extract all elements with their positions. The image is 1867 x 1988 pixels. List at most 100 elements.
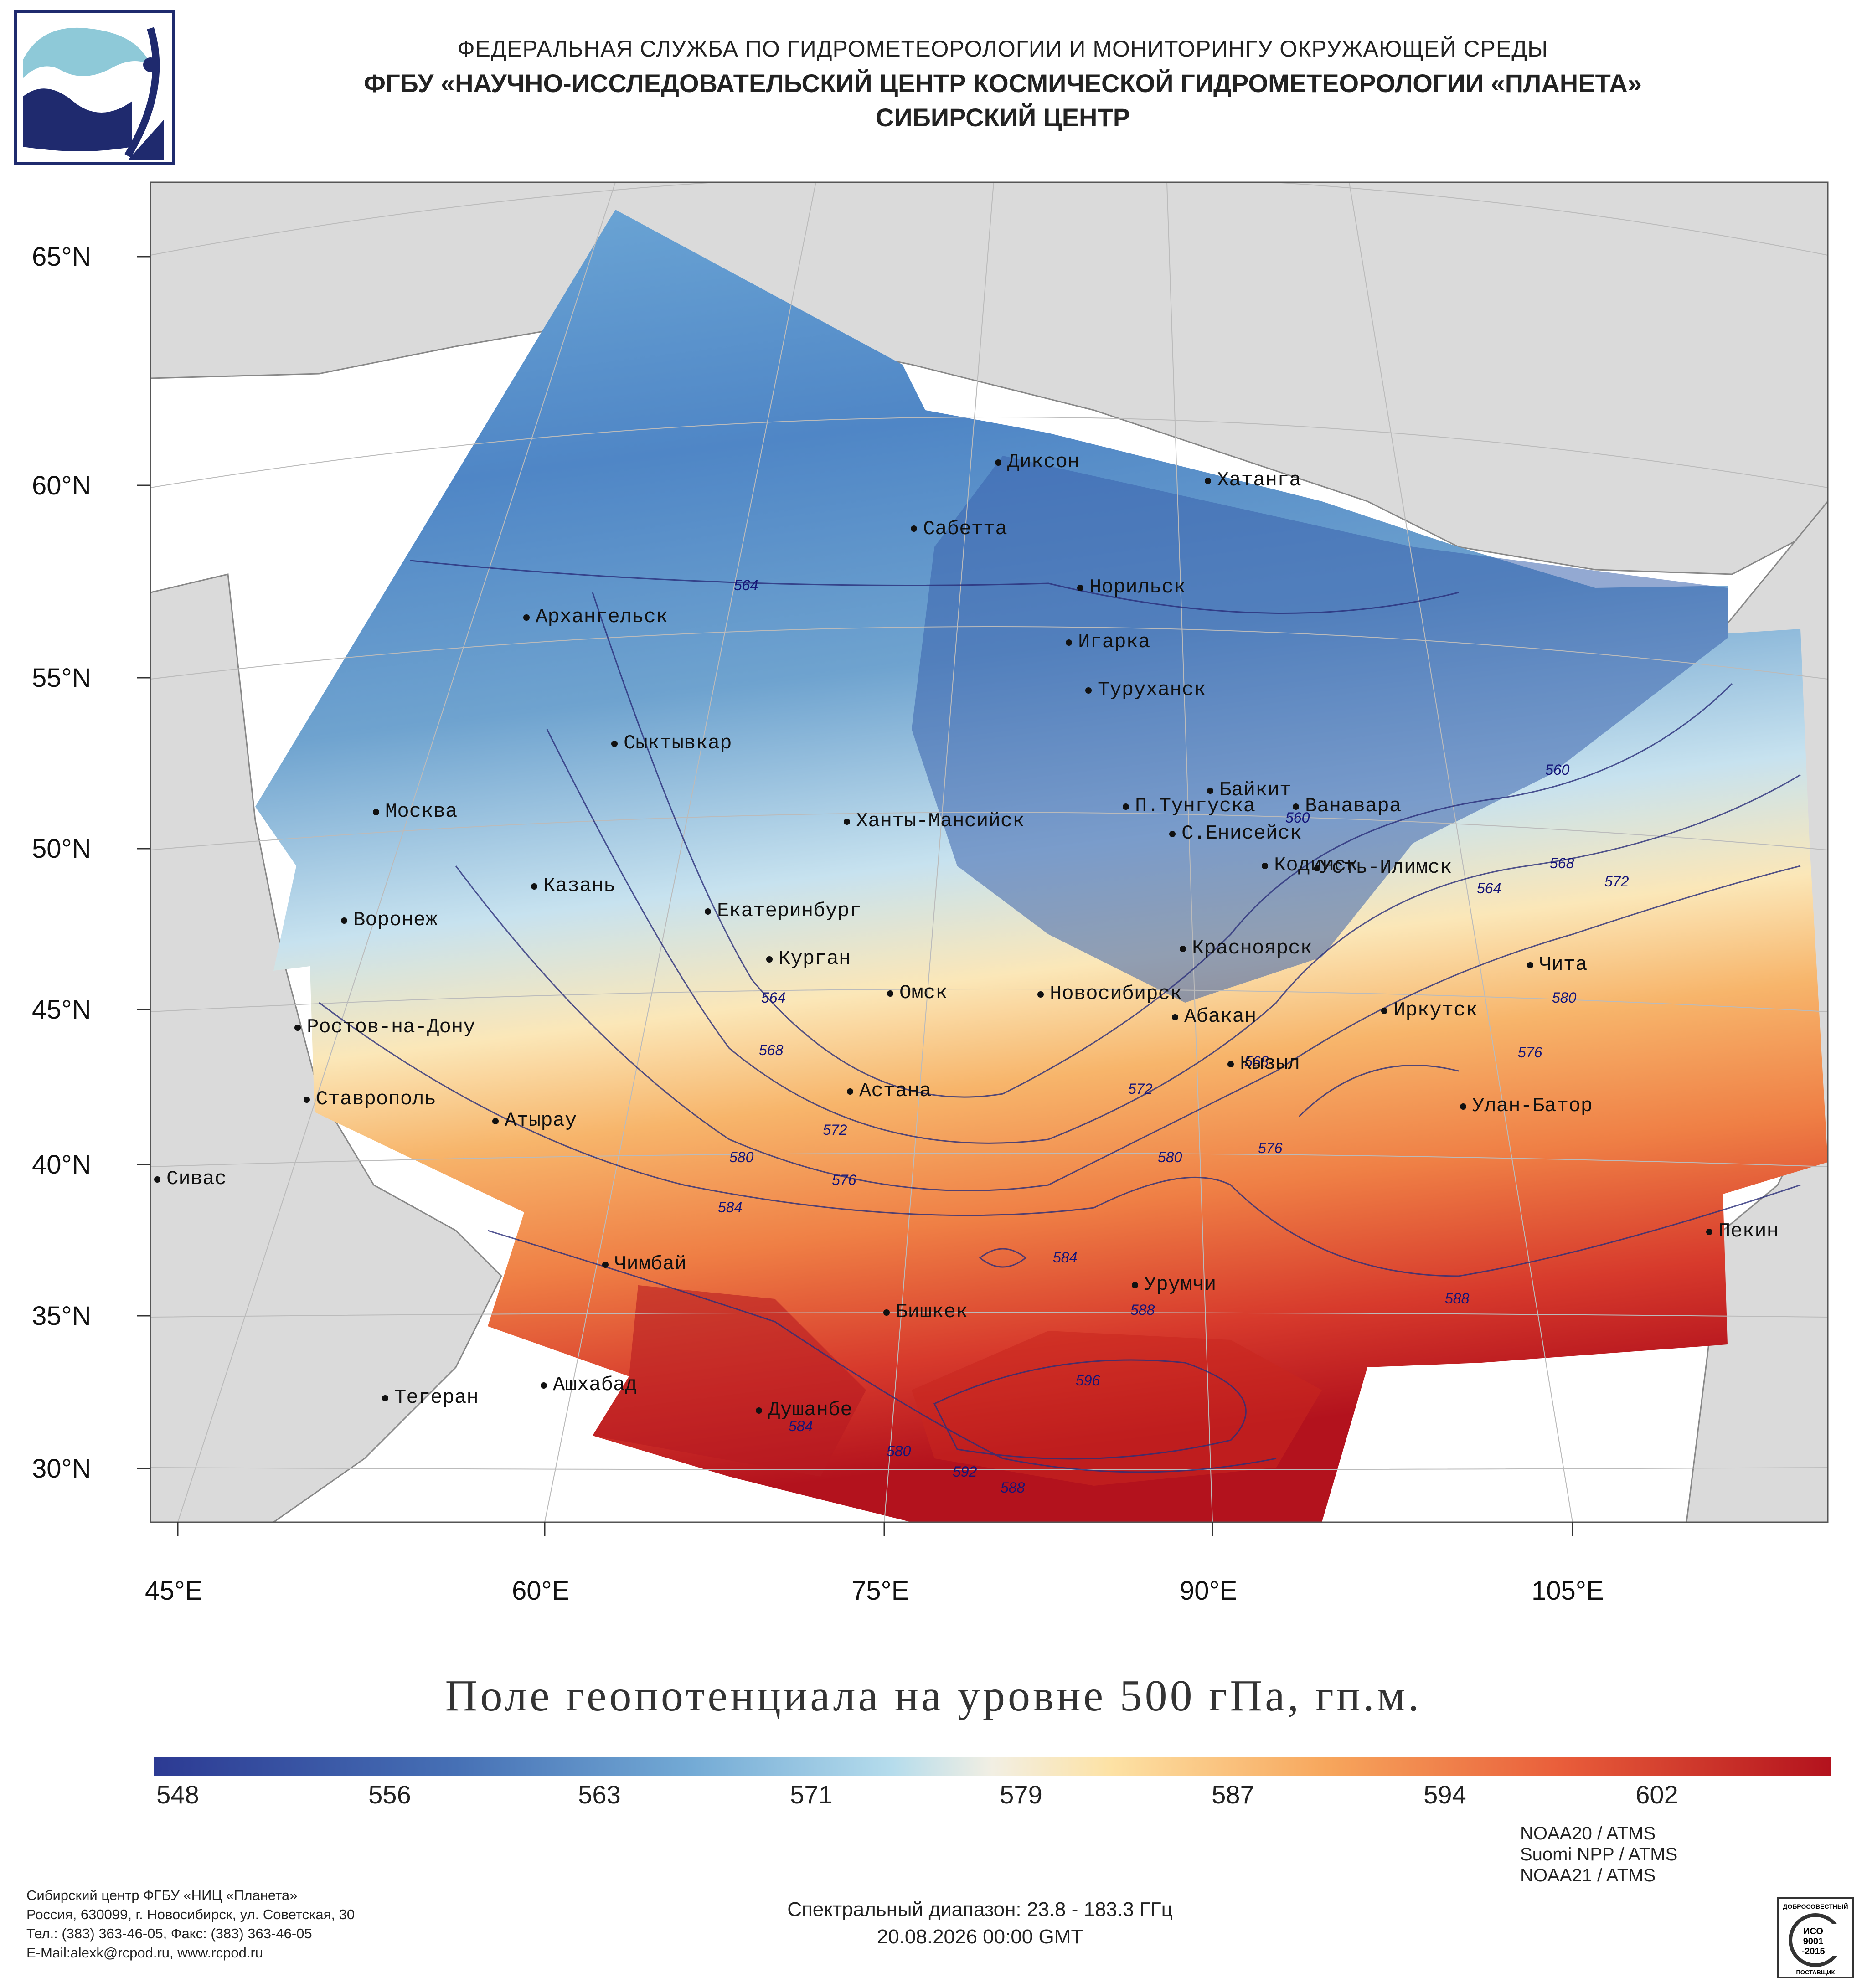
lat-label: 40°N — [32, 1150, 91, 1179]
city-label: Екатеринбург — [717, 900, 861, 922]
contour-label: 584 — [789, 1418, 813, 1434]
contours — [319, 560, 1801, 1473]
city-marker: Сабетта — [911, 518, 1007, 541]
observation-datetime: 20.08.2026 00:00 GMT — [877, 1926, 1083, 1948]
city-label: Сивас — [166, 1168, 227, 1190]
city-marker: Хатанга — [1205, 469, 1301, 492]
lat-label: 50°N — [32, 834, 91, 864]
contour-label: 564 — [761, 989, 785, 1006]
city-label: Чимбай — [614, 1253, 686, 1276]
city-label: Сыктывкар — [624, 732, 732, 755]
lon-label: 75°E — [851, 1576, 909, 1606]
contour-label: 560 — [1285, 809, 1310, 826]
colorbar-tick: 563 — [578, 1780, 621, 1809]
contour-label: 580 — [1552, 989, 1577, 1006]
cities: Диксон Хатанга Сабетта Норильск Архангел… — [154, 451, 1779, 1421]
city-label: Норильск — [1089, 576, 1186, 599]
header-institute: ФГБУ «НАУЧНО-ИССЛЕДОВАТЕЛЬСКИЙ ЦЕНТР КОС… — [364, 69, 1642, 98]
city-marker: Абакан — [1172, 1005, 1256, 1028]
city-label: Кызыл — [1240, 1052, 1300, 1075]
contour-label: 576 — [1518, 1044, 1542, 1061]
city-marker: Игарка — [1066, 631, 1150, 654]
address-line: Тел.: (383) 363-46-05, Факс: (383) 363-4… — [26, 1926, 312, 1942]
city-marker: Туруханск — [1085, 679, 1206, 701]
spectral-range: Спектральный диапазон: 23.8 - 183.3 ГГц — [787, 1898, 1173, 1921]
city-marker: Архангельск — [523, 606, 668, 628]
city-marker: Курган — [766, 948, 851, 970]
city-label: Иркутск — [1393, 999, 1478, 1022]
lat-axis: 65°N 60°N 55°N 50°N 45°N 40°N 35°N 30°N — [32, 242, 150, 1483]
city-marker: Усть-Илимск — [1314, 856, 1452, 879]
lat-label: 30°N — [32, 1454, 91, 1483]
city-label: Москва — [385, 800, 457, 823]
city-marker: Ванавара — [1293, 795, 1401, 818]
city-label: Новосибирск — [1050, 983, 1182, 1005]
lat-label: 45°N — [32, 995, 91, 1025]
contour-label: 584 — [1053, 1249, 1077, 1266]
contact-address: Сибирский центр ФГБУ «НИЦ «Планета» Росс… — [26, 1886, 355, 1962]
lon-label: 45°E — [145, 1576, 202, 1606]
city-label: Усть-Илимск — [1320, 856, 1452, 879]
city-label: Хатанга — [1217, 469, 1301, 492]
city-marker: С.Енисейск — [1169, 822, 1302, 845]
product-info: Спектральный диапазон: 23.8 - 183.3 ГГц … — [684, 1896, 1276, 1951]
map-title: Поле геопотенциала на уровне 500 гПа, гп… — [445, 1671, 1422, 1720]
city-marker: Воронеж — [341, 909, 438, 932]
city-label: Атырау — [505, 1109, 577, 1132]
satellite-list: NOAA20 / ATMS Suomi NPP / ATMS NOAA21 / … — [1520, 1823, 1677, 1886]
city-marker: П.Тунгуска — [1123, 795, 1255, 818]
city-label: Диксон — [1007, 451, 1079, 474]
city-label: П.Тунгуска — [1135, 795, 1255, 818]
city-marker: Улан-Батор — [1460, 1095, 1593, 1118]
city-marker: Бишкек — [883, 1301, 968, 1324]
contour-label: 568 — [1550, 855, 1574, 871]
iso-number: 9001 — [1803, 1936, 1824, 1947]
city-label: Казань — [543, 875, 615, 897]
contour-label: 564 — [1477, 880, 1501, 896]
contour-label: 584 — [718, 1199, 742, 1215]
address-line: Россия, 630099, г. Новосибирск, ул. Сове… — [26, 1906, 355, 1922]
contour-label: 560 — [1545, 762, 1570, 778]
contour-label: 572 — [1128, 1081, 1153, 1097]
contour-label: 588 — [1130, 1302, 1155, 1318]
city-label: Ханты-Мансийск — [856, 810, 1025, 833]
city-label: Урумчи — [1144, 1273, 1216, 1296]
city-label: Туруханск — [1098, 679, 1206, 701]
city-marker: Омск — [887, 982, 948, 1004]
lon-axis: 45°E 60°E 75°E 90°E 105°E — [145, 1522, 1604, 1606]
city-label: Ванавара — [1305, 795, 1401, 818]
city-label: Красноярск — [1192, 937, 1312, 960]
contour-label: 568 — [759, 1042, 784, 1058]
city-marker: Новосибирск — [1037, 983, 1182, 1005]
city-marker: Байкит — [1207, 779, 1291, 802]
header-agency: ФЕДЕРАЛЬНАЯ СЛУЖБА ПО ГИДРОМЕТЕОРОЛОГИИ … — [457, 36, 1548, 62]
iso-mark: ИСО — [1803, 1926, 1823, 1936]
city-marker: Казань — [531, 875, 615, 897]
address-line: Сибирский центр ФГБУ «НИЦ «Планета» — [26, 1887, 298, 1903]
lat-label: 65°N — [32, 242, 91, 272]
city-label: Душанбе — [768, 1399, 852, 1421]
iso-bottom-label: ПОСТАВЩИК — [1796, 1969, 1835, 1976]
lon-label: 90°E — [1180, 1576, 1237, 1606]
city-marker: Москва — [373, 800, 457, 823]
city-marker: Красноярск — [1180, 937, 1312, 960]
city-label: Абакан — [1184, 1005, 1256, 1028]
hot-core — [593, 1285, 866, 1477]
city-label: С.Енисейск — [1181, 822, 1302, 845]
contour-label: 580 — [729, 1149, 754, 1165]
city-label: Курган — [779, 948, 851, 970]
city-label: Байкит — [1219, 779, 1291, 802]
contour-labels: 564 564 568 572 580 576 584 560 560 564 … — [718, 577, 1629, 1496]
city-label: Астана — [859, 1080, 931, 1102]
city-label: Пекин — [1718, 1220, 1779, 1243]
contour-label: 572 — [823, 1122, 847, 1138]
satellite-item: NOAA21 / ATMS — [1520, 1865, 1656, 1885]
contour-label: 576 — [832, 1172, 856, 1188]
city-label: Игарка — [1078, 631, 1150, 654]
iso-certification-badge: ДОБРОСОВЕСТНЫЙ ИСО 9001 -2015 ПОСТАВЩИК — [1777, 1897, 1854, 1978]
city-marker: Диксон — [995, 451, 1079, 474]
city-marker: Астана — [847, 1080, 931, 1102]
city-marker: Сыктывкар — [611, 732, 732, 755]
city-marker: Атырау — [492, 1109, 577, 1132]
contour-label: 596 — [1076, 1372, 1100, 1389]
